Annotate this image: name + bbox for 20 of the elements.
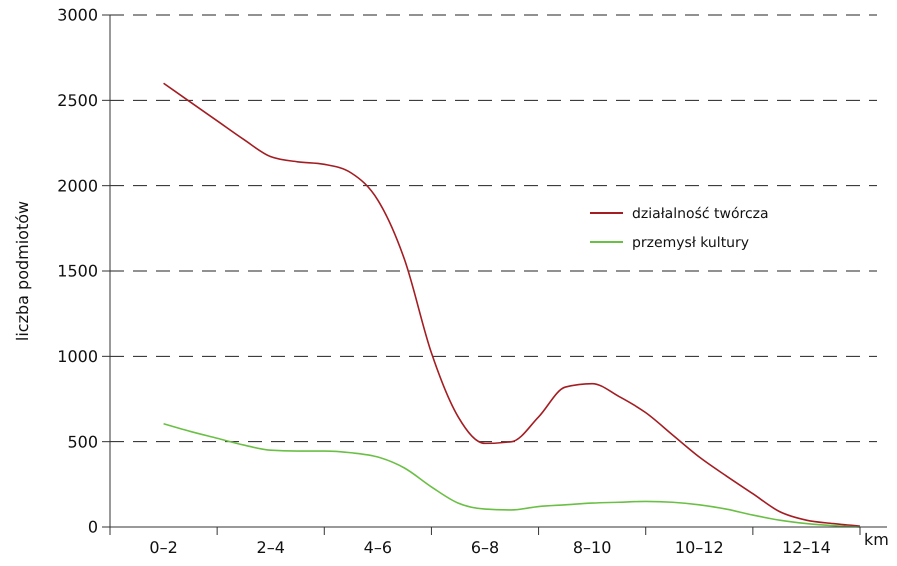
- legend-label: przemysł kultury: [632, 234, 750, 251]
- x-tick-label: 4–6: [364, 538, 392, 557]
- legend-label: działalność twórcza: [632, 206, 769, 222]
- x-tick-label: 8–10: [572, 538, 612, 557]
- y-tick-label: 2500: [57, 90, 98, 110]
- y-tick-label: 1500: [57, 262, 98, 281]
- x-tick-label: 0–2: [149, 538, 178, 557]
- line-series: [162, 82, 861, 527]
- x-axis-title: km: [864, 530, 889, 549]
- y-tick-label: 3000: [57, 6, 98, 25]
- x-tick-label: 12–14: [782, 538, 831, 557]
- line-series: [162, 422, 861, 528]
- y-tick-label: 0: [88, 518, 98, 537]
- y-tick-label: 1000: [57, 346, 98, 366]
- x-tick-label: 2–4: [256, 538, 285, 557]
- y-tick-label: 2000: [57, 176, 98, 196]
- x-tick-label: 10–12: [674, 538, 724, 557]
- y-axis-title: liczba podmiotów: [13, 200, 32, 342]
- x-tick-label: 6–8: [470, 538, 500, 557]
- y-tick-label: 500: [67, 432, 98, 452]
